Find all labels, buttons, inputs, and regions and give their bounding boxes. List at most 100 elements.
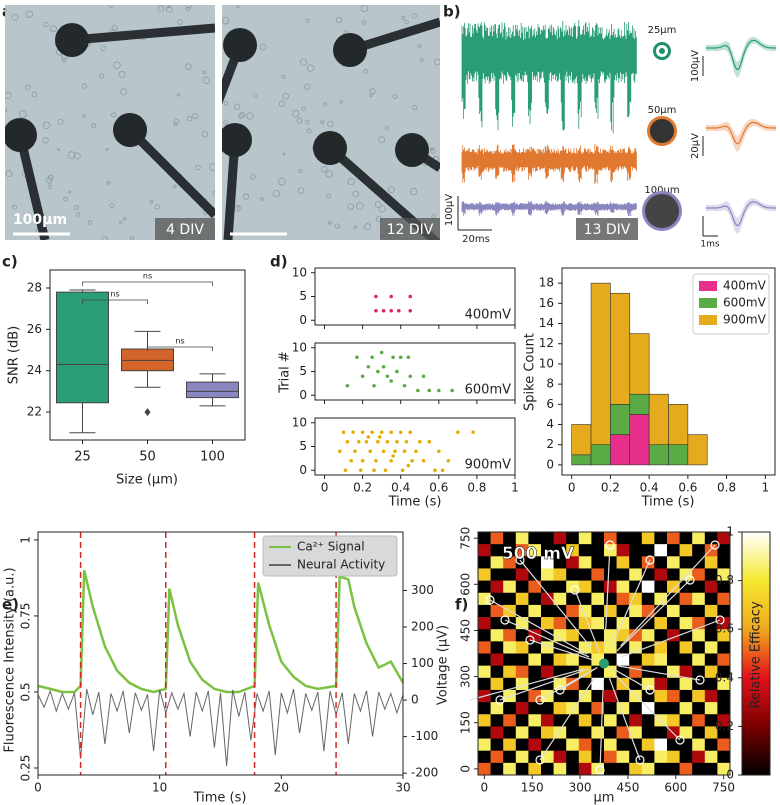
- heatmap-cell: [717, 568, 731, 581]
- heatmap-cell: [515, 580, 529, 594]
- heatmap-cell: [503, 641, 517, 654]
- cell: [378, 136, 386, 144]
- heatmap-cell: [704, 665, 718, 679]
- waveform: [706, 121, 776, 145]
- heatmap-cell: [490, 750, 504, 764]
- cell: [165, 6, 173, 13]
- spike-dot: [357, 439, 361, 444]
- waveform-band: [706, 36, 776, 78]
- electrode: [500, 615, 510, 625]
- heatmap-cell: [528, 556, 542, 569]
- heatmap-cell: [553, 702, 567, 715]
- spike-dot: [372, 468, 376, 473]
- heatmap-cell: [591, 556, 605, 569]
- panel-condition: 600mV: [465, 383, 511, 398]
- x-tick-label: 30: [395, 781, 410, 795]
- cell: [352, 190, 360, 198]
- electrode-lead: [126, 126, 215, 219]
- cell: [223, 101, 229, 106]
- heatmap-cell: [667, 532, 680, 545]
- electrode-lead: [635, 559, 651, 592]
- y-tick-label: 10: [292, 340, 307, 354]
- electrode-lead: [610, 590, 637, 649]
- y-tick-label: 10: [292, 415, 307, 429]
- cell: [186, 6, 191, 12]
- x-tick-label: 0.6: [678, 481, 697, 495]
- y-tick-label: 2: [546, 437, 554, 451]
- x-tick-label: 20: [274, 781, 289, 795]
- heatmap-cell: [515, 604, 529, 618]
- electrode-lead: [599, 738, 602, 771]
- heatmap-cell: [591, 750, 605, 764]
- recording-trace: [461, 201, 637, 216]
- cell: [5, 8, 7, 12]
- heatmap-title: 500 mV: [502, 544, 575, 564]
- heatmap-cell: [553, 738, 567, 751]
- heatmap-cell: [541, 762, 554, 776]
- heatmap-cell: [654, 544, 668, 557]
- heatmap-cell: [604, 568, 617, 581]
- heatmap-cell: [654, 689, 668, 703]
- spike-dot: [349, 458, 353, 463]
- heatmap-cell: [667, 689, 680, 703]
- heatmap-cell: [503, 762, 517, 776]
- cell: [111, 112, 117, 118]
- cell: [301, 106, 306, 111]
- cell: [237, 113, 244, 119]
- heatmap-cell: [667, 738, 680, 751]
- cell: [31, 91, 38, 98]
- heatmap-cell: [717, 714, 731, 727]
- x-tick-label: 25: [74, 450, 91, 465]
- spike-dot: [421, 374, 426, 379]
- cell: [195, 164, 201, 171]
- y-tick-label: 200: [411, 620, 434, 634]
- cell: [47, 184, 53, 190]
- heatmap-cell: [679, 604, 693, 618]
- cell: [282, 152, 286, 156]
- electrode-lead: [519, 559, 546, 592]
- cell: [292, 109, 300, 118]
- histogram-bar: [648, 444, 669, 466]
- cell: [305, 18, 310, 24]
- cell: [57, 118, 64, 125]
- x-axis-label: μm: [594, 791, 615, 805]
- heatmap-cell: [717, 580, 731, 594]
- cell: [363, 69, 368, 74]
- heatmap-cell: [667, 556, 680, 569]
- electrode-lead: [628, 730, 641, 761]
- panel-label: d): [270, 253, 288, 271]
- electrode-size: 50μm: [648, 105, 677, 116]
- heatmap-cell: [566, 714, 580, 727]
- cell: [347, 203, 354, 210]
- histogram-bar: [610, 404, 631, 435]
- electrode-lead: [544, 590, 592, 649]
- heatmap-cell: [490, 738, 504, 751]
- heatmap-cell: [679, 617, 693, 630]
- y-tick-label: 150: [459, 711, 473, 734]
- heatmap-cell: [667, 604, 680, 618]
- heatmap-cell: [667, 544, 680, 557]
- heatmap-cell: [604, 714, 617, 727]
- x-tick-label: 0.2: [601, 481, 620, 495]
- y-tick-label: 6: [546, 397, 554, 411]
- heatmap-cell: [641, 750, 655, 764]
- electrode-size: 100μm: [644, 185, 679, 196]
- cell: [202, 76, 211, 84]
- heatmap-cell: [478, 580, 491, 594]
- y-tick-label: 28: [27, 280, 42, 294]
- cell: [176, 93, 181, 97]
- waveform: [706, 39, 776, 70]
- cell: [109, 202, 115, 208]
- cell: [108, 5, 115, 8]
- spike-dot: [366, 364, 371, 369]
- heatmap-cell: [541, 532, 554, 545]
- cell: [306, 64, 315, 72]
- x-axis-label: Time (s): [641, 495, 695, 510]
- cell: [212, 190, 215, 196]
- panel-label: e): [2, 596, 19, 614]
- heatmap-cell: [654, 580, 668, 594]
- heatmap-cell: [641, 726, 655, 739]
- heatmap-cell: [515, 592, 529, 606]
- cell: [412, 105, 418, 111]
- heatmap-cell: [704, 604, 718, 618]
